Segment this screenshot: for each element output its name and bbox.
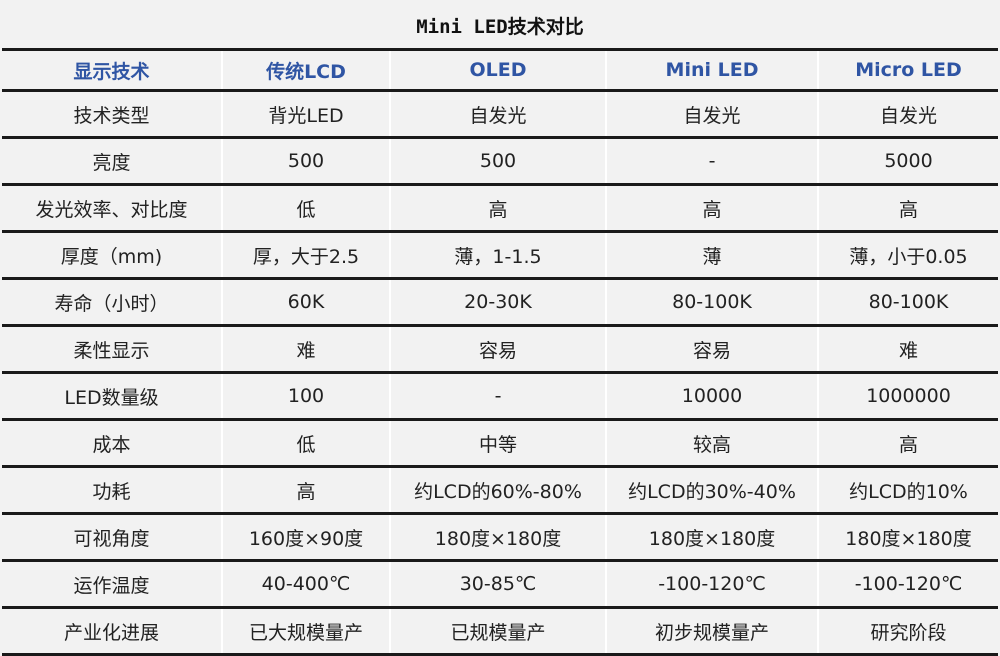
table-cell: -100-120℃	[817, 560, 998, 609]
table-row: 功耗高约LCD的60%-80% 约LCD的30%-40% 约LCD的10%	[2, 466, 998, 515]
table-row: 技术类型 背光LED 自发光 自发光 自发光	[2, 90, 998, 139]
column-header: Micro LED	[817, 48, 998, 92]
table-cell: 20-30K	[389, 278, 606, 327]
table-cell: -	[605, 137, 818, 186]
table-cell: 容易	[389, 325, 606, 374]
table-cell: 10000	[605, 372, 818, 421]
row-label: 可视角度	[2, 513, 222, 562]
table-cell: -100-120℃	[605, 560, 818, 609]
table-cell: 100	[221, 372, 390, 421]
table-cell: 容易	[605, 325, 818, 374]
row-label: 厚度（mm)	[2, 231, 222, 280]
table-cell: 1000000	[817, 372, 998, 421]
table-cell: 高	[389, 184, 606, 233]
row-label: 寿命（小时）	[2, 278, 222, 327]
table-cell: 研究阶段	[817, 607, 998, 656]
table-cell: 较高	[605, 419, 818, 468]
table-row: 柔性显示难容易 容易难	[2, 325, 998, 374]
column-header: OLED	[389, 48, 606, 92]
table-cell: 80-100K	[817, 278, 998, 327]
header-row: 显示技术 传统LCD OLED Mini LED Micro LED	[2, 48, 998, 92]
table-row: 亮度 500 500-5000	[2, 137, 998, 186]
table-cell: 约LCD的60%-80%	[389, 466, 606, 515]
table-cell: 高	[221, 466, 390, 515]
table-cell: 已规模量产	[389, 607, 606, 656]
table-cell: 厚，大于2.5	[221, 231, 390, 280]
table-row: 厚度（mm) 厚，大于2.5 薄，1-1.5 薄薄，小于0.05	[2, 231, 998, 280]
table-cell: 500	[221, 137, 390, 186]
table-cell: 180度×180度	[389, 513, 606, 562]
table-title: Mini LED技术对比	[416, 16, 584, 38]
row-label: 运作温度	[2, 560, 222, 609]
table-cell: 高	[605, 184, 818, 233]
column-header: Mini LED	[605, 48, 818, 92]
table-cell: 180度×180度	[605, 513, 818, 562]
table-cell: 约LCD的30%-40%	[605, 466, 818, 515]
table-row: 发光效率、对比度低高高高	[2, 184, 998, 233]
table-cell: 80-100K	[605, 278, 818, 327]
comparison-table: 显示技术 传统LCD OLED Mini LED Micro LED 技术类型 背光LED 自…	[2, 48, 998, 656]
row-label: 产业化进展	[2, 607, 222, 656]
row-label: 成本	[2, 419, 222, 468]
table-cell: 5000	[817, 137, 998, 186]
row-label: 功耗	[2, 466, 222, 515]
row-label: 柔性显示	[2, 325, 222, 374]
table-cell: 约LCD的10%	[817, 466, 998, 515]
table-cell: 60K	[221, 278, 390, 327]
table-cell: 500	[389, 137, 606, 186]
table-cell: 难	[221, 325, 390, 374]
table-cell: 薄	[605, 231, 818, 280]
table-cell: 40-400℃	[221, 560, 390, 609]
row-label: 发光效率、对比度	[2, 184, 222, 233]
table-row: 寿命（小时） 60K 20-30K 80-100K 80-100K	[2, 278, 998, 327]
row-label: LED数量级	[2, 372, 222, 421]
table-cell: 160度×90度	[221, 513, 390, 562]
column-header: 传统LCD	[221, 48, 390, 92]
table-cell: 180度×180度	[817, 513, 998, 562]
table-cell: 30-85℃	[389, 560, 606, 609]
table-cell: 自发光	[389, 90, 606, 139]
table-cell: 低	[221, 419, 390, 468]
table-row: LED数量级 100-10000 1000000	[2, 372, 998, 421]
table-cell: 低	[221, 184, 390, 233]
table-row: 成本低中等 较高高	[2, 419, 998, 468]
table-cell: 初步规模量产	[605, 607, 818, 656]
table-cell: 薄，1-1.5	[389, 231, 606, 280]
table-cell: 背光LED	[221, 90, 390, 139]
row-label: 技术类型	[2, 90, 222, 139]
table-cell: 已大规模量产	[221, 607, 390, 656]
table-cell: 自发光	[817, 90, 998, 139]
table-cell: 中等	[389, 419, 606, 468]
row-label: 亮度	[2, 137, 222, 186]
table-cell: -	[389, 372, 606, 421]
table-row: 运作温度 40-400℃ 30-85℃ -100-120℃ -100-120℃	[2, 560, 998, 609]
table-row: 产业化进展 已大规模量产 已规模量产 初步规模量产 研究阶段	[2, 607, 998, 656]
table-cell: 高	[817, 419, 998, 468]
column-header: 显示技术	[2, 48, 222, 92]
table-cell: 高	[817, 184, 998, 233]
table-cell: 难	[817, 325, 998, 374]
table-cell: 自发光	[605, 90, 818, 139]
table-row: 可视角度 160度×90度 180度×180度 180度×180度 180度×180度	[2, 513, 998, 562]
table-cell: 薄，小于0.05	[817, 231, 998, 280]
